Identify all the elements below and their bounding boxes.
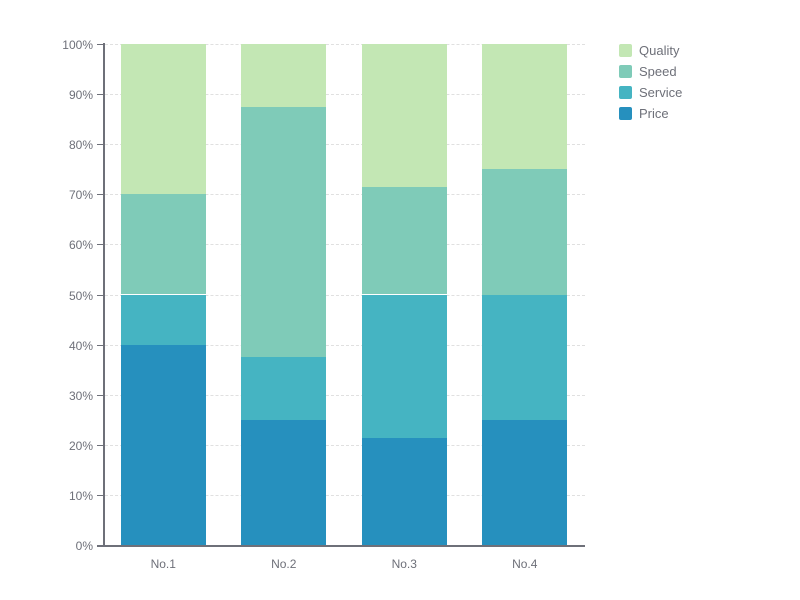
x-axis-line xyxy=(97,545,585,547)
y-axis-line xyxy=(103,43,105,547)
legend-label: Quality xyxy=(639,43,680,58)
bar-segment-quality-no2[interactable] xyxy=(241,44,327,107)
y-axis-label: 90% xyxy=(68,88,93,103)
y-axis-label: 10% xyxy=(68,488,93,503)
bar-segment-quality-no4[interactable] xyxy=(482,44,568,170)
y-axis-label: 100% xyxy=(62,38,93,52)
y-axis-tick xyxy=(97,244,103,246)
bar-segment-price-no3[interactable] xyxy=(361,437,447,545)
y-axis-label: 0% xyxy=(75,539,93,553)
gridline xyxy=(105,194,585,196)
bar-segment-quality-no1[interactable] xyxy=(120,44,206,195)
x-axis-label: No.2 xyxy=(271,557,297,571)
y-axis-tick xyxy=(97,394,103,396)
legend-label: Speed xyxy=(639,64,677,79)
legend-item-speed[interactable]: Speed xyxy=(619,61,682,82)
y-axis-tick xyxy=(97,494,103,496)
gridline xyxy=(105,94,585,96)
gridline xyxy=(105,494,585,496)
bar-segment-speed-no4[interactable] xyxy=(482,169,568,295)
y-axis-tick xyxy=(97,294,103,296)
y-axis-label: 40% xyxy=(68,338,93,353)
bar-segment-service-no2[interactable] xyxy=(241,357,327,420)
bar-segment-price-no4[interactable] xyxy=(482,419,568,545)
gridline xyxy=(105,344,585,346)
legend-swatch-quality xyxy=(619,44,632,57)
x-axis-label: No.4 xyxy=(512,557,538,571)
x-axis-label: No.3 xyxy=(391,557,417,571)
gridline xyxy=(105,294,585,296)
y-axis-label: 70% xyxy=(68,188,93,203)
gridline xyxy=(105,244,585,246)
gridline xyxy=(105,144,585,146)
y-axis-tick xyxy=(97,94,103,96)
bar-segment-price-no2[interactable] xyxy=(241,419,327,545)
legend-label: Price xyxy=(639,106,669,121)
bar-segment-service-no4[interactable] xyxy=(482,294,568,420)
y-axis-tick xyxy=(97,344,103,346)
legend-swatch-price xyxy=(619,107,632,120)
bar-segment-service-no1[interactable] xyxy=(120,294,206,345)
legend-item-price[interactable]: Price xyxy=(619,103,682,124)
y-axis-tick xyxy=(97,144,103,146)
gridline xyxy=(105,394,585,396)
y-axis-label: 60% xyxy=(68,238,93,253)
y-axis-tick xyxy=(97,44,103,45)
bar-segment-service-no3[interactable] xyxy=(361,294,447,438)
bar-segment-quality-no3[interactable] xyxy=(361,44,447,188)
legend-item-service[interactable]: Service xyxy=(619,82,682,103)
legend-swatch-speed xyxy=(619,65,632,78)
legend-swatch-service xyxy=(619,86,632,99)
x-axis-label: No.1 xyxy=(150,557,176,571)
legend-label: Service xyxy=(639,85,683,100)
y-axis-label: 30% xyxy=(68,388,93,403)
bar-segment-price-no1[interactable] xyxy=(120,344,206,545)
y-axis-tick xyxy=(97,444,103,446)
legend-item-quality[interactable]: Quality xyxy=(619,40,682,61)
y-axis-tick xyxy=(97,194,103,196)
bar-segment-speed-no1[interactable] xyxy=(120,194,206,295)
gridline xyxy=(105,44,585,45)
bar-segment-speed-no2[interactable] xyxy=(241,106,327,358)
y-axis-label: 80% xyxy=(68,138,93,153)
gridline xyxy=(105,444,585,446)
bar-segment-speed-no3[interactable] xyxy=(361,187,447,295)
legend: Quality Speed Service Price xyxy=(619,40,682,124)
y-axis-label: 50% xyxy=(68,288,93,303)
y-axis-label: 20% xyxy=(68,438,93,453)
